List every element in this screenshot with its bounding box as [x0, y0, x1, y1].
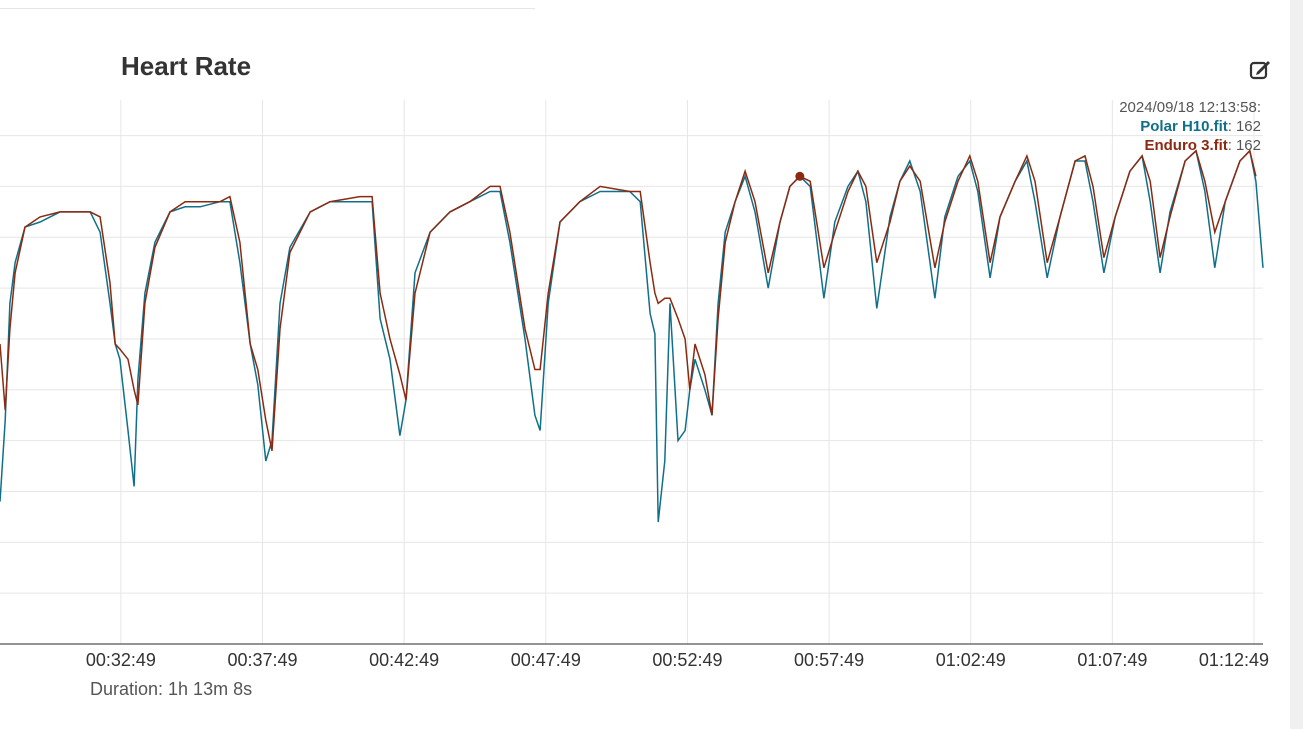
labels: 00:32:49 00:37:49 00:42:49 00:47:49 00:52:49… — [86, 650, 1269, 670]
tooltip-value: 162 — [1236, 118, 1261, 135]
tooltip-series-name: Polar H10.fit — [1140, 118, 1228, 135]
tooltip-row: Enduro 3.fit: 162 — [1144, 137, 1261, 154]
series-line — [0, 149, 1257, 451]
tooltip: 2024/09/18 12:13:58: Polar H10.fit: 162En… — [1119, 99, 1261, 154]
duration: Duration: 1h 13m 8s — [90, 679, 252, 699]
edit-icon-pen — [1256, 61, 1270, 75]
tooltip-series-name: Enduro 3.fit — [1144, 137, 1227, 154]
series-line — [0, 149, 1264, 523]
x-tick-label: 00:42:49 — [369, 650, 439, 670]
x-tick-label: 00:32:49 — [86, 650, 156, 670]
tooltip-separator: : — [1228, 118, 1232, 135]
x-tick-label: 01:12:49 — [1199, 650, 1269, 670]
x-tick-label: 01:07:49 — [1077, 650, 1147, 670]
x-tick-label: 00:47:49 — [511, 650, 581, 670]
tooltip-time: 2024/09/18 12:13:58: — [1119, 99, 1261, 116]
x-tick-label: 00:52:49 — [652, 650, 722, 670]
chart-title: Heart Rate — [121, 51, 251, 81]
tooltip-row: Polar H10.fit: 162 — [1140, 118, 1261, 135]
edit-button[interactable] — [1249, 61, 1270, 80]
grid — [0, 100, 1263, 645]
tooltip-value: 162 — [1236, 137, 1261, 154]
scrollbar — [1290, 0, 1303, 729]
x-tick-label: 01:02:49 — [936, 650, 1006, 670]
x-tick-label: 00:57:49 — [794, 650, 864, 670]
plot — [0, 149, 1264, 523]
edit-icon-box — [1249, 61, 1268, 80]
hover-marker — [795, 171, 805, 181]
x-tick-label: 00:37:49 — [227, 650, 297, 670]
tooltip-separator: : — [1228, 137, 1232, 154]
